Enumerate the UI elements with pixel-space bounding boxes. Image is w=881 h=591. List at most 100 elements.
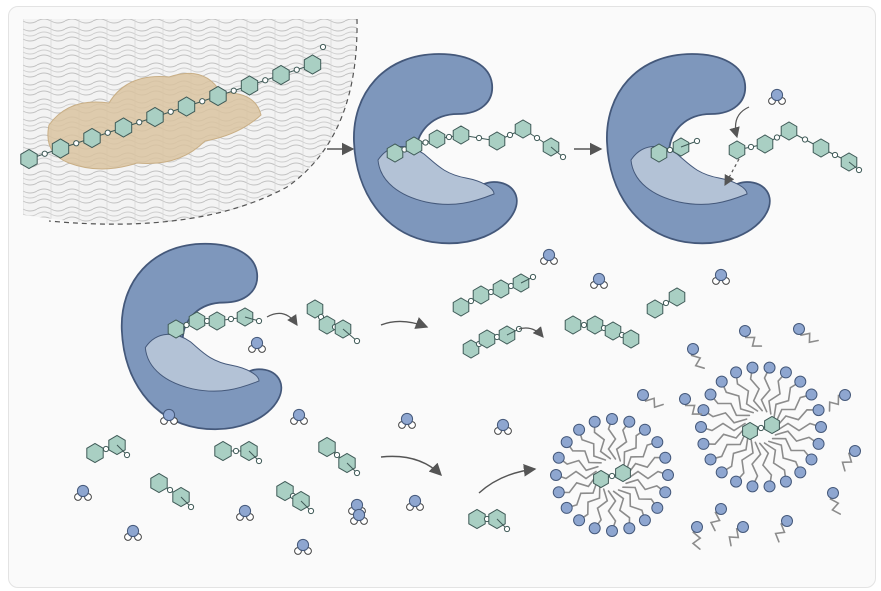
surfactant-icon [775,388,818,423]
glucose-chain-icon [728,121,863,174]
glycosidic-bond-icon [559,153,567,161]
glucose-icon [51,138,70,159]
surfactant-icon [637,389,664,409]
surfactant-icon [715,436,749,479]
water-molecule-icon [350,508,368,525]
arrow-icon [518,326,544,338]
glycosidic-bond-icon [319,43,327,51]
glucose-chain-icon [462,325,523,359]
water-molecule-icon [248,336,266,353]
surfactant-icon [774,515,793,543]
water-molecule-icon [768,88,786,105]
surfactant-icon [560,480,598,514]
surfactant-icon [626,436,664,470]
water-molecule-icon [124,524,142,541]
water-molecule-icon [74,484,92,501]
surfactant-icon [828,389,851,412]
water-molecule-icon [160,408,178,425]
surfactant-icon [573,485,601,527]
glucose-icon [240,75,259,96]
glycosidic-bond-icon [230,87,237,94]
surfactant-icon [612,490,636,535]
glycosidic-bond-icon [199,98,206,105]
water-molecule-icon [712,268,730,285]
glucose-icon [306,299,324,319]
surfactant-icon [776,421,827,433]
glycosidic-bond-icon [801,136,809,143]
surfactant-icon [746,441,762,493]
glucose-chain-icon [742,415,780,441]
glycosidic-bond-icon [102,445,110,453]
glucose-chain-icon [86,434,131,464]
surfactant-icon [617,489,651,527]
glucose-icon [812,138,830,158]
glycosidic-bond-icon [503,525,511,533]
glucose-icon [593,469,609,489]
surfactant-icon [606,413,618,460]
glucose-chain-icon [593,463,631,489]
surfactant-icon [715,375,754,414]
surfactant-icon [627,469,674,481]
surfactant-icon [793,323,819,344]
micelle-icon [550,413,674,537]
surfactant-icon [827,487,841,515]
surfactant-icon [691,521,703,550]
glycosidic-bond-icon [533,134,541,142]
glucose-chain-icon [276,480,315,515]
surfactant-icon [606,490,618,537]
glucose-icon [764,415,780,435]
glucose-chain-icon [167,307,263,339]
glucose-icon [622,329,640,349]
arrow-icon [380,317,429,329]
surfactant-icon [679,393,703,415]
glycosidic-bond-icon [183,321,190,329]
glucose-icon [512,273,530,293]
glycosidic-bond-icon [227,315,235,323]
glucose-icon [318,315,336,335]
surfactant-icon [730,366,759,412]
glucose-icon [756,134,774,154]
arrow-icon [478,464,537,494]
water-molecule-icon [590,272,608,289]
glucose-icon [303,54,322,75]
surfactant-icon [776,404,825,427]
surfactant-icon [760,361,776,413]
surfactant-icon [730,439,754,488]
glucose-chain-icon [564,315,640,349]
glucose-icon [492,279,510,299]
glucose-icon [177,96,196,117]
water-molecule-icon [294,538,312,555]
glucose-icon [146,106,164,128]
glucose-icon [214,440,232,462]
glycosidic-bond-icon [529,273,537,281]
glycosidic-bond-icon [166,486,174,494]
glucose-icon [488,131,506,151]
surfactant-icon [573,423,607,461]
glycosidic-bond-icon [73,140,80,147]
glucose-chain-icon [318,436,361,477]
glucose-chain-icon [386,119,567,163]
glucose-icon [728,140,746,160]
surfactant-icon [697,404,748,424]
surfactant-icon [746,361,763,412]
surfactant-icon [687,343,705,369]
surfactant-icon [763,442,792,488]
glucose-icon [586,315,604,335]
glucose-icon [472,285,490,305]
glucose-icon [564,315,582,335]
glycosidic-bond-icon [255,457,263,465]
glucose-icon [650,143,668,163]
glucose-chain-icon [452,273,537,317]
glucose-icon [20,148,38,170]
glucose-icon [742,421,758,441]
glucose-icon [318,436,336,458]
glucose-icon [208,311,226,331]
surfactant-icon [622,486,664,514]
glycosidic-bond-icon [445,133,453,141]
glucose-chain-icon [214,440,263,465]
surfactant-icon [588,488,609,535]
water-molecule-icon [398,412,416,429]
glucose-icon [150,472,168,494]
surfactant-icon [768,440,807,479]
surfactant-icon [550,469,597,481]
